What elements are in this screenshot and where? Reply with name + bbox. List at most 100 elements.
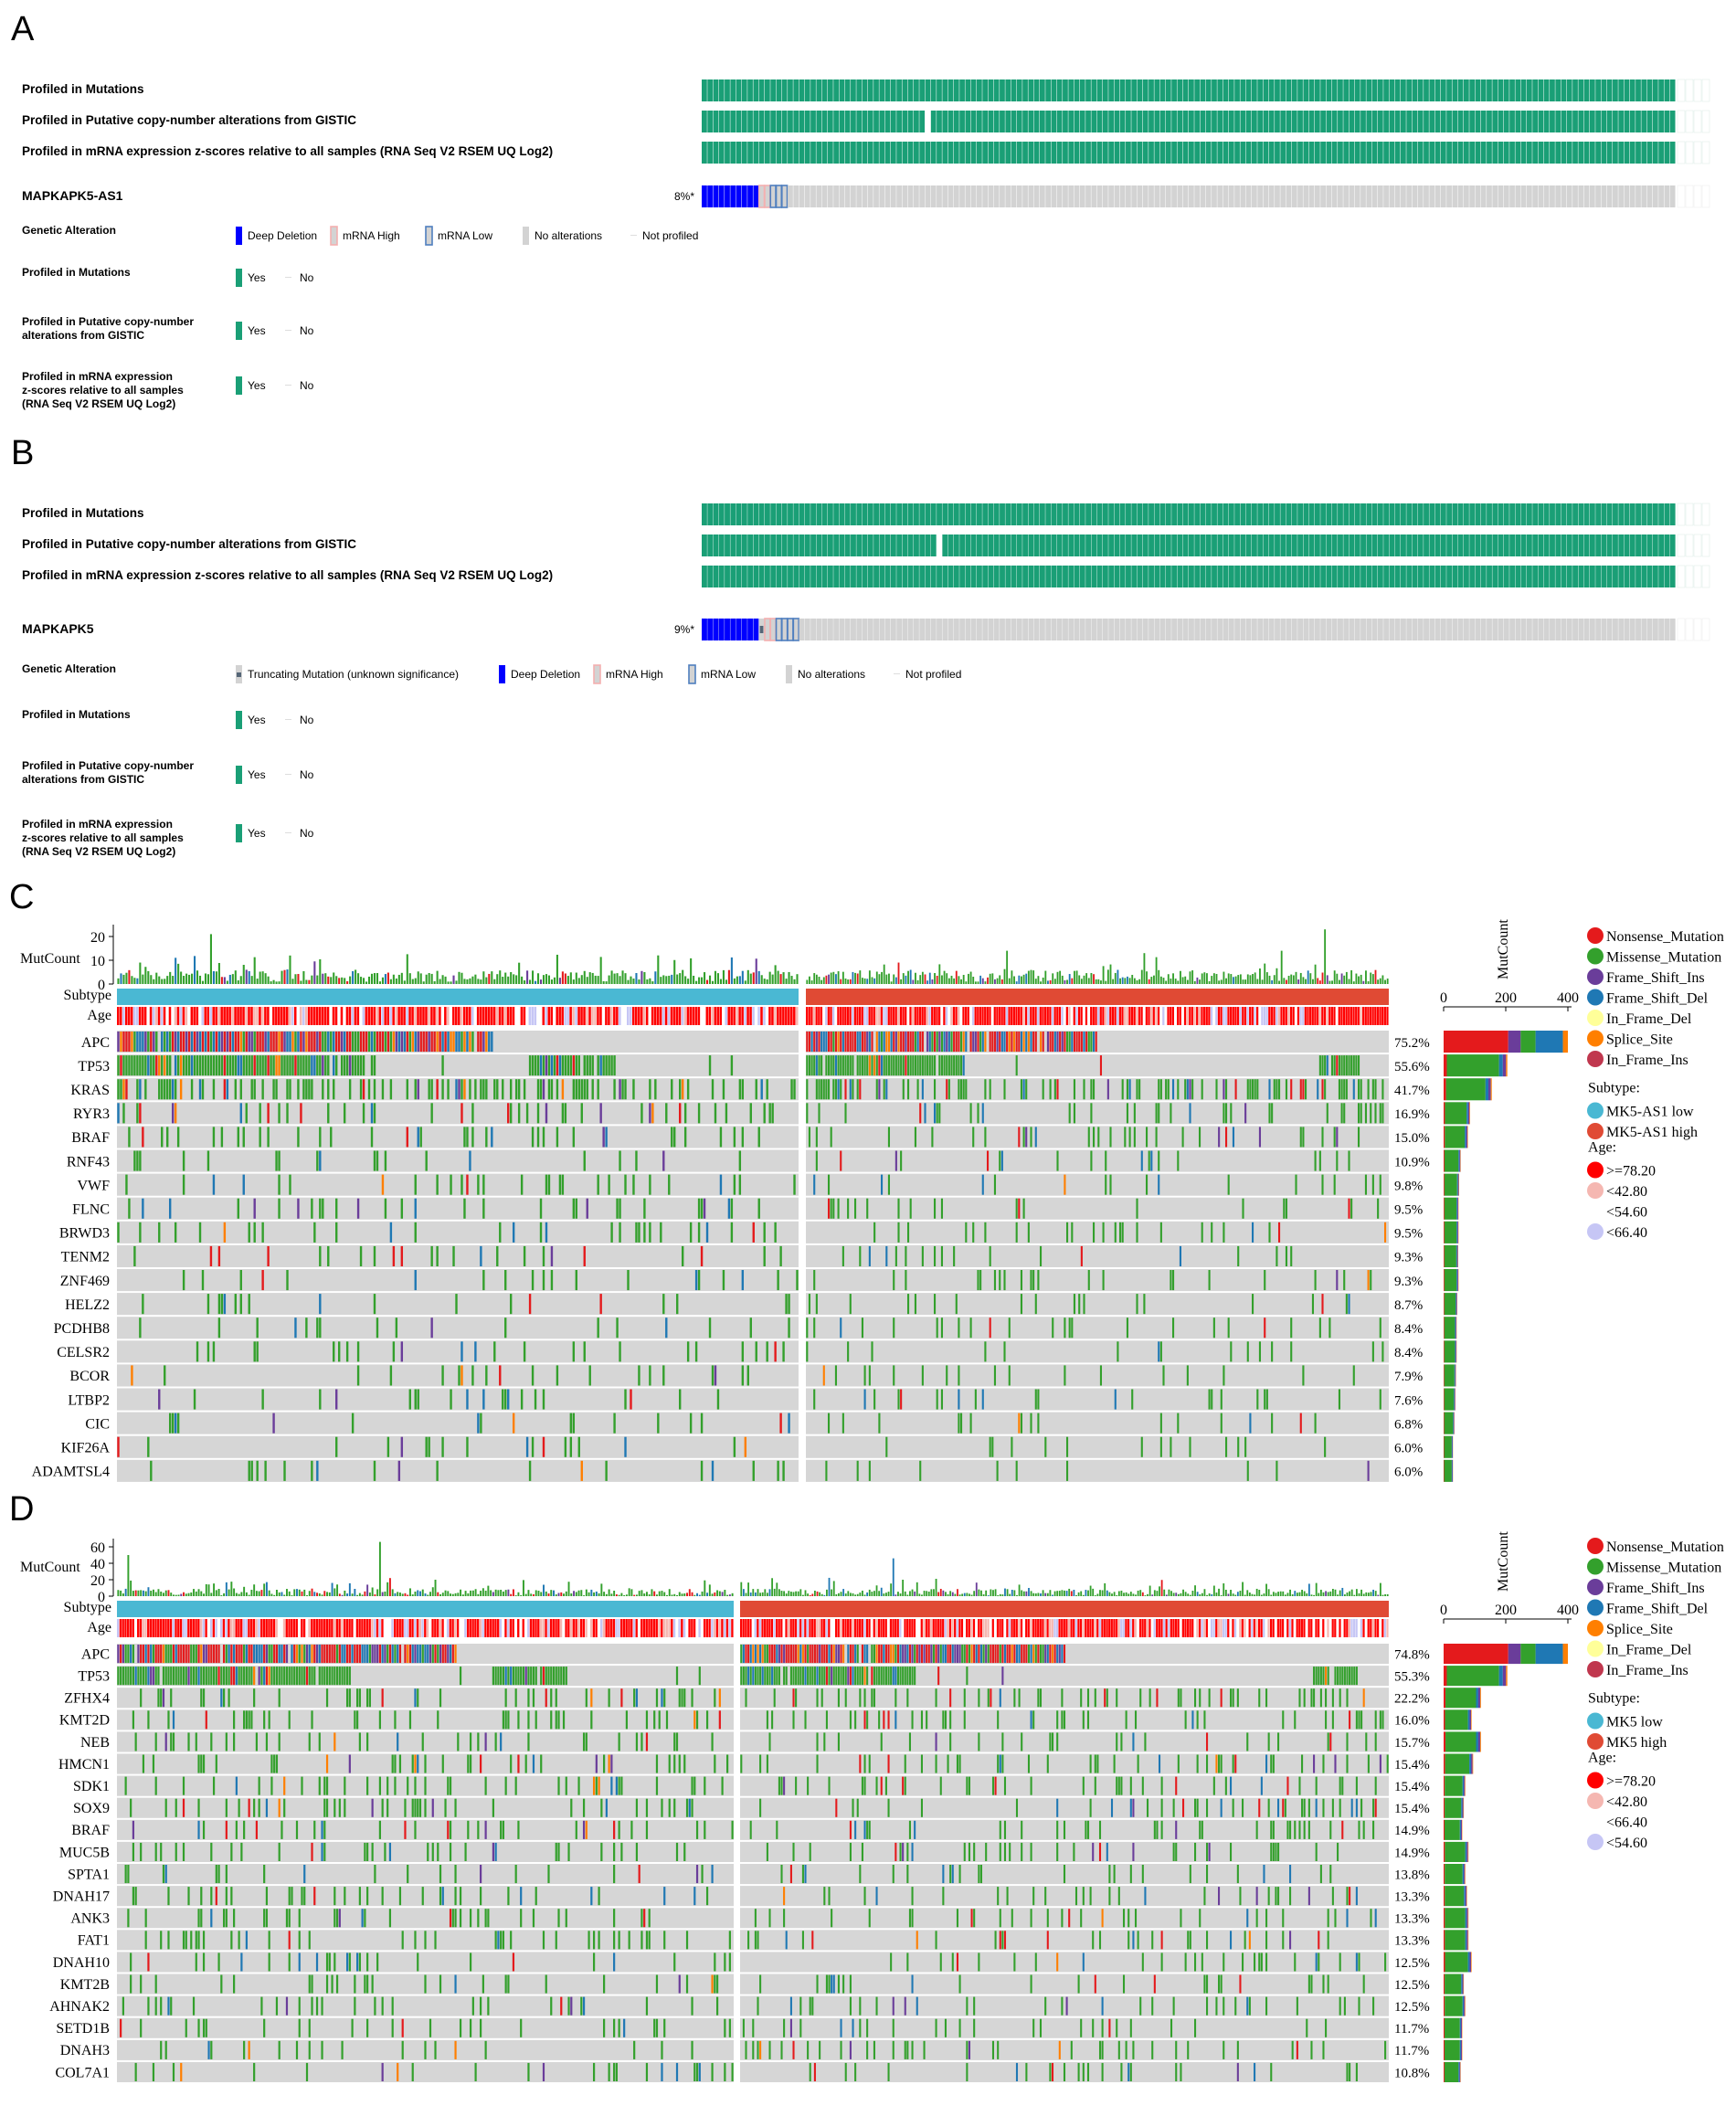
age-cell — [376, 1619, 378, 1637]
mutation-cell — [474, 1079, 476, 1099]
age-cell — [120, 1619, 122, 1637]
profile-cell — [1544, 503, 1550, 525]
profile-cell — [747, 79, 753, 101]
age-cell — [728, 1619, 730, 1637]
mutation-cell — [335, 1437, 337, 1457]
age-cell — [480, 1007, 482, 1025]
profile-cell — [1097, 111, 1103, 132]
age-cell — [419, 1007, 422, 1025]
mutation-cell — [243, 1032, 245, 1052]
mutation-cell — [371, 1055, 373, 1075]
mutation-cell — [941, 1390, 943, 1410]
age-cell — [946, 1007, 947, 1025]
gene-cell — [1000, 185, 1005, 207]
mutcount-bar — [646, 979, 648, 984]
mutation-cell — [1312, 1294, 1314, 1314]
mutation-cell — [840, 1032, 842, 1052]
profile-cell — [1080, 566, 1085, 587]
mutation-cell — [715, 1365, 716, 1385]
mutcount-bar — [951, 976, 953, 984]
profile-cell — [1653, 534, 1658, 556]
mutcount-bar — [762, 1593, 764, 1596]
profiled-legend-title: (RNA Seq V2 RSEM UQ Log2) — [22, 845, 175, 858]
mutcount-bar — [482, 971, 484, 984]
mutation-cell — [207, 1341, 209, 1361]
age-cell — [330, 1007, 333, 1025]
age-cell — [433, 1007, 436, 1025]
mutation-cell — [679, 1103, 681, 1123]
profile-cell — [948, 111, 954, 132]
profile-cell — [1171, 503, 1177, 525]
mutation-cell — [308, 1079, 310, 1099]
mutation-cell — [218, 1317, 220, 1338]
legend-dot — [1587, 1031, 1604, 1047]
mutcount-bar — [513, 1589, 514, 1596]
age-cell — [999, 1007, 1000, 1025]
profile-cell — [1595, 534, 1601, 556]
age-cell — [657, 1007, 660, 1025]
profile-cell — [1045, 79, 1051, 101]
mutcount-bar — [322, 974, 323, 984]
gene-cell — [863, 619, 868, 640]
mutation-cell — [1043, 1079, 1044, 1099]
mutation-cell — [701, 1199, 703, 1219]
mutation-cell — [205, 1032, 206, 1052]
profile-cell — [822, 566, 828, 587]
age-cell — [583, 1007, 586, 1025]
profile-cell — [1366, 534, 1371, 556]
age-cell — [704, 1619, 705, 1637]
mutation-cell — [286, 1103, 288, 1123]
profile-cell — [1544, 566, 1550, 587]
mutation-cell — [888, 1055, 890, 1075]
mutcount-bar — [515, 975, 517, 984]
age-cell — [1066, 1007, 1068, 1025]
gene-row: TENM2 9.3% — [61, 1245, 1458, 1267]
mutation-cell — [605, 1055, 607, 1075]
profile-cell — [1418, 79, 1424, 101]
gene-cell — [1068, 619, 1074, 640]
mutation-cell — [944, 1055, 946, 1075]
mutation-cell — [415, 1079, 417, 1099]
profile-cell — [1338, 111, 1343, 132]
mutcount-bar — [1035, 1593, 1037, 1596]
mutcount-bar — [1180, 1593, 1182, 1596]
mutcount-bar — [709, 1584, 711, 1596]
gene-cell — [1091, 619, 1096, 640]
mutcount-bar — [757, 1589, 759, 1596]
mutation-cell — [866, 1032, 868, 1052]
mutation-cell — [513, 1222, 514, 1243]
gene-label: PCDHB8 — [54, 1321, 110, 1337]
mutation-cell — [333, 1032, 334, 1052]
mutation-cell — [1348, 1294, 1350, 1314]
mutcount-bar — [813, 973, 815, 984]
legend-item: No alterations — [786, 665, 865, 683]
age-cell — [661, 1619, 662, 1637]
mutcount-bar — [316, 976, 318, 984]
mutation-cell — [1271, 1413, 1273, 1434]
mutation-cell — [1160, 1437, 1162, 1457]
profile-cell — [1177, 142, 1182, 164]
profile-cell — [1389, 503, 1394, 525]
mutcount-bar — [1230, 1590, 1232, 1596]
age-cell — [624, 1007, 627, 1025]
age-cell — [547, 1619, 549, 1637]
profile-cell — [1406, 79, 1412, 101]
gene-cell — [1257, 185, 1263, 207]
mutation-cell — [1093, 1222, 1095, 1243]
profile-cell — [1378, 534, 1383, 556]
profile-cell — [828, 566, 833, 587]
mutcount-bar — [872, 977, 873, 984]
mutation-cell — [842, 1246, 844, 1266]
mutcount-bar — [1337, 1594, 1339, 1596]
profile-cell — [1383, 142, 1389, 164]
profile-cell — [1131, 566, 1137, 587]
profile-cell — [730, 534, 736, 556]
age-cell — [428, 1007, 430, 1025]
legend-label: Missense_Mutation — [1606, 950, 1721, 966]
mutation-cell — [869, 1461, 871, 1481]
mutation-cell — [164, 1365, 165, 1385]
age-cell — [194, 1007, 196, 1025]
age-cell — [1064, 1007, 1065, 1025]
mutation-cell — [1252, 1294, 1254, 1314]
mutation-cell — [701, 1246, 703, 1266]
